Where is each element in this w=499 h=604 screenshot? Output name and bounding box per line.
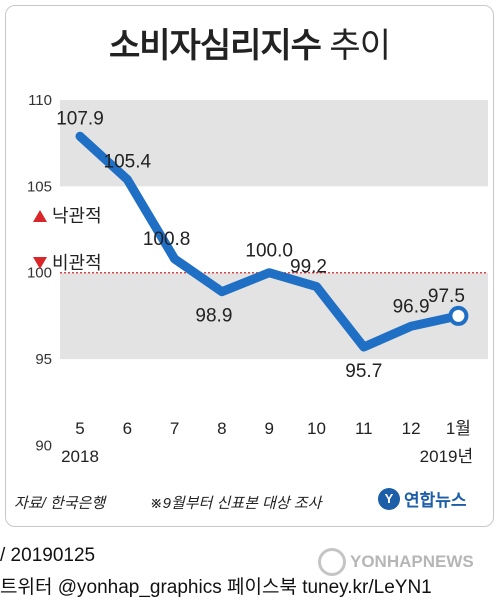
x-tick-label: 5	[75, 419, 84, 438]
x-tick-label: 8	[217, 419, 226, 438]
watermark-icon	[318, 548, 346, 576]
data-label: 105.4	[104, 151, 152, 172]
x-tick-label: 12	[402, 419, 421, 438]
yonhap-logo: Y 연합뉴스	[378, 486, 467, 511]
data-label: 96.9	[393, 296, 430, 317]
y-tick-label: 110	[28, 92, 52, 109]
band-95-100	[60, 272, 488, 360]
data-label: 107.9	[56, 108, 104, 129]
band-105-110	[60, 100, 488, 187]
series-line	[75, 131, 463, 352]
legend-optimistic: 낙관적	[52, 206, 102, 226]
pessimistic-arrow-icon	[33, 257, 47, 269]
x-tick-label: 1월	[446, 419, 471, 438]
y-tick-label: 105	[27, 178, 52, 195]
data-label: 99.2	[290, 257, 327, 278]
optimistic-arrow-icon	[33, 210, 47, 222]
data-point-last	[448, 305, 469, 326]
data-label: 98.9	[195, 306, 232, 327]
x-tick-label: 9	[264, 419, 273, 438]
data-label: 97.5	[428, 286, 465, 307]
infographic-card	[5, 5, 494, 527]
logo-icon: Y	[378, 487, 400, 510]
data-label: 95.7	[345, 361, 382, 382]
data-label: 100.8	[143, 229, 191, 250]
x-tick-label: 6	[123, 419, 132, 438]
x-tick-label: 10	[307, 419, 326, 438]
survey-note: ※9월부터 신표본 대상 조사	[150, 495, 322, 512]
social-links: 트위터 @yonhap_graphics 페이스북 tuney.kr/LeYN1	[0, 577, 432, 598]
watermark: YONHAPNEWS	[318, 548, 474, 576]
logo-text: 연합뉴스	[404, 491, 467, 510]
chart-title: 소비자심리지수 추이	[0, 18, 499, 67]
meta-info: / 20190125 트위터 @yonhap_graphics 페이스북 tun…	[0, 540, 432, 604]
x-tick-label: 11	[355, 419, 373, 438]
y-tick-label: 100	[27, 265, 52, 282]
x-tick-label: 7	[170, 419, 179, 438]
line-chart: 9095100105110낙관적비관적107.9105.4100.898.910…	[27, 92, 488, 466]
legend-pessimistic: 비관적	[52, 253, 102, 273]
year-label-start: 2018	[61, 447, 99, 466]
source-label: 자료/ 한국은행	[14, 495, 106, 512]
data-label: 100.0	[245, 241, 293, 262]
year-label-end: 2019년	[420, 447, 473, 466]
title-main: 소비자심리지수	[109, 27, 322, 65]
y-tick-label: 90	[35, 437, 52, 454]
y-tick-label: 95	[35, 351, 52, 368]
watermark-text: YONHAPNEWS	[350, 552, 474, 571]
publish-date: / 20190125	[0, 545, 96, 566]
title-sub: 추이	[329, 27, 391, 65]
